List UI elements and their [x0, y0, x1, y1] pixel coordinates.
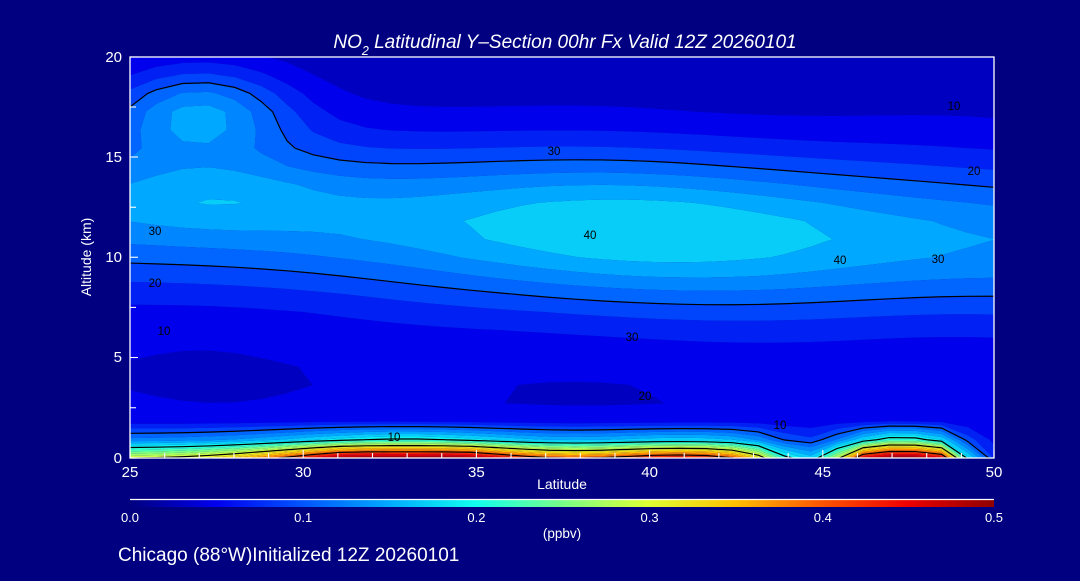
svg-text:0.3: 0.3	[641, 510, 659, 525]
svg-text:40: 40	[834, 255, 847, 267]
svg-text:45: 45	[814, 464, 831, 481]
svg-text:10: 10	[388, 432, 401, 444]
svg-text:10: 10	[105, 249, 122, 266]
svg-text:(ppbv): (ppbv)	[543, 526, 581, 541]
svg-text:10: 10	[774, 420, 787, 432]
svg-text:30: 30	[932, 254, 945, 266]
svg-text:Latitude: Latitude	[537, 476, 587, 492]
svg-text:30: 30	[295, 464, 312, 481]
svg-text:20: 20	[105, 49, 122, 66]
svg-text:35: 35	[468, 464, 485, 481]
svg-text:20: 20	[149, 278, 162, 290]
svg-text:20: 20	[968, 166, 981, 178]
svg-text:0.1: 0.1	[294, 510, 312, 525]
svg-text:Chicago (88°W)Initialized 12Z: Chicago (88°W)Initialized 12Z 20260101	[118, 545, 459, 566]
svg-text:15: 15	[105, 149, 122, 166]
svg-text:30: 30	[149, 226, 162, 238]
svg-text:10: 10	[948, 101, 961, 113]
svg-text:0.4: 0.4	[814, 510, 832, 525]
svg-text:30: 30	[548, 146, 561, 158]
svg-text:50: 50	[986, 464, 1003, 481]
svg-text:30: 30	[626, 332, 639, 344]
svg-text:Altitude (km): Altitude (km)	[78, 218, 94, 297]
svg-text:10: 10	[158, 326, 171, 338]
svg-text:0.2: 0.2	[467, 510, 485, 525]
svg-text:25: 25	[122, 464, 139, 481]
svg-text:20: 20	[639, 391, 652, 403]
svg-text:0.5: 0.5	[985, 510, 1003, 525]
svg-text:40: 40	[584, 230, 597, 242]
svg-text:40: 40	[641, 464, 658, 481]
svg-text:0.0: 0.0	[121, 510, 139, 525]
svg-text:5: 5	[114, 349, 122, 366]
